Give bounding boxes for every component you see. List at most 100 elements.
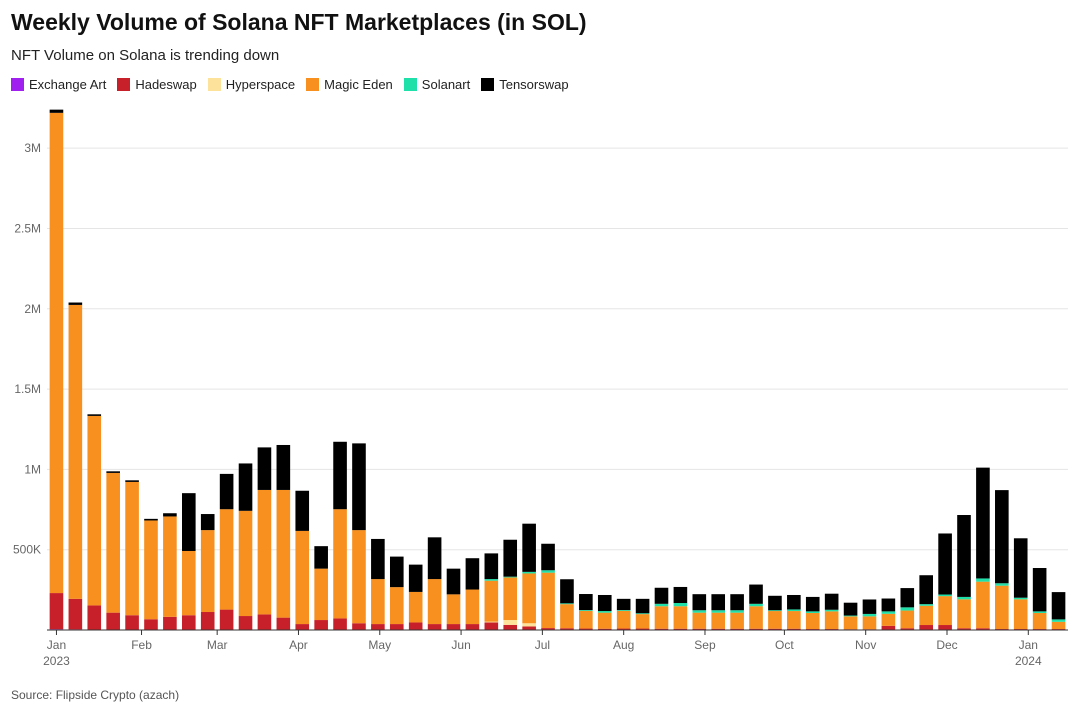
bar-segment xyxy=(427,579,442,625)
bar-segment xyxy=(484,621,499,623)
bar-segment xyxy=(787,609,801,612)
bar-segment xyxy=(768,628,782,630)
bar-segment xyxy=(976,628,990,630)
bar-segment xyxy=(1032,612,1047,630)
bar-segment xyxy=(484,579,499,581)
bar-segment xyxy=(824,593,839,610)
legend-swatch-magic-eden xyxy=(306,78,320,91)
bar-segment xyxy=(919,575,933,605)
bar-segment xyxy=(541,543,555,571)
bar-segment xyxy=(465,589,480,625)
bar-segment xyxy=(163,516,177,617)
bar-segment xyxy=(522,626,536,630)
bar-segment xyxy=(68,598,83,630)
bar-segment xyxy=(408,564,423,592)
y-tick-label: 2M xyxy=(24,302,41,316)
legend-item-tensorswap[interactable]: Tensorswap xyxy=(481,77,569,92)
bar-segment xyxy=(1032,568,1047,612)
bar-segment xyxy=(862,616,877,630)
legend-swatch-tensorswap xyxy=(481,78,495,91)
legend-item-hyperspace[interactable]: Hyperspace xyxy=(207,77,295,92)
legend-item-solanart[interactable]: Solanart xyxy=(403,77,470,92)
bar-segment xyxy=(144,520,158,620)
legend-swatch-solanart xyxy=(403,78,417,91)
bar-segment xyxy=(1013,629,1028,630)
bar-segment xyxy=(654,587,669,604)
bar-segment xyxy=(824,629,839,630)
bar-segment xyxy=(673,603,688,607)
bar-segment xyxy=(616,610,631,629)
bar-segment xyxy=(276,489,291,618)
bar-segment xyxy=(182,493,196,551)
bar-segment xyxy=(919,625,933,630)
legend-swatch-hyperspace xyxy=(207,78,221,91)
bar-segment xyxy=(125,481,139,616)
bar-segment xyxy=(408,622,423,630)
bar-segment xyxy=(938,625,952,630)
bar-segment xyxy=(768,610,782,612)
bar-segment xyxy=(692,612,707,629)
x-tick-label: Jan xyxy=(1019,638,1038,652)
bar-segment xyxy=(541,572,555,629)
x-tick-label: Sep xyxy=(694,638,716,652)
bar-segment xyxy=(87,415,102,606)
bar-segment xyxy=(560,579,574,604)
bar-segment xyxy=(503,576,518,578)
bar-segment xyxy=(692,610,707,613)
bar-segment xyxy=(843,616,858,630)
bar-segment xyxy=(938,533,952,595)
bar-segment xyxy=(824,611,839,630)
chart-title: Weekly Volume of Solana NFT Marketplaces… xyxy=(11,9,587,35)
bar-segment xyxy=(900,610,915,629)
x-tick-label: Jan xyxy=(47,638,66,652)
bar-segment xyxy=(805,612,820,630)
bar-segment xyxy=(257,489,272,615)
bar-segment xyxy=(616,610,631,611)
bar-segment xyxy=(503,624,518,630)
legend-item-magic-eden[interactable]: Magic Eden xyxy=(306,77,393,92)
bar-segment xyxy=(957,515,971,597)
legend-label-hadeswap: Hadeswap xyxy=(135,77,197,92)
bar-segment xyxy=(654,628,669,630)
bar-segment xyxy=(824,609,839,612)
bar-segment xyxy=(87,414,102,416)
y-tick-label: 3M xyxy=(24,141,41,155)
bar-segment xyxy=(654,606,669,629)
bar-segment xyxy=(389,556,404,588)
bar-segment xyxy=(749,603,763,607)
bar-segment xyxy=(673,628,688,630)
bar-segment xyxy=(541,628,555,630)
bar-segment xyxy=(144,619,158,630)
bar-segment xyxy=(843,602,858,616)
bar-segment xyxy=(900,588,915,608)
bar-segment xyxy=(68,304,83,599)
bar-segment xyxy=(919,604,933,606)
bar-segment xyxy=(314,546,328,569)
bar-segment xyxy=(805,611,820,613)
bar-segment xyxy=(995,583,1009,586)
bar-segment xyxy=(768,595,782,611)
x-tick-label: Apr xyxy=(289,638,308,652)
bar-segment xyxy=(446,594,461,625)
bar-segment xyxy=(938,594,952,597)
x-tick-label: Feb xyxy=(131,638,152,652)
bar-segment xyxy=(238,616,253,630)
bar-segment xyxy=(976,467,990,579)
bar-segment xyxy=(446,624,461,630)
bar-segment xyxy=(276,617,291,630)
bar-segment xyxy=(389,624,404,630)
bar-segment xyxy=(635,598,650,614)
legend-item-hadeswap[interactable]: Hadeswap xyxy=(117,77,197,92)
bar-segment xyxy=(692,594,707,611)
bar-segment xyxy=(957,628,971,630)
bar-segment xyxy=(49,593,64,630)
bar-segment xyxy=(427,624,442,630)
bar-segment xyxy=(503,620,518,625)
bar-segment xyxy=(465,624,480,630)
bar-segment xyxy=(843,615,858,617)
legend-item-exchange-art[interactable]: Exchange Art xyxy=(11,77,106,92)
bar-segment xyxy=(503,577,518,621)
bar-segment xyxy=(484,553,499,580)
bar-segment xyxy=(881,613,896,626)
bar-segment xyxy=(484,622,499,630)
